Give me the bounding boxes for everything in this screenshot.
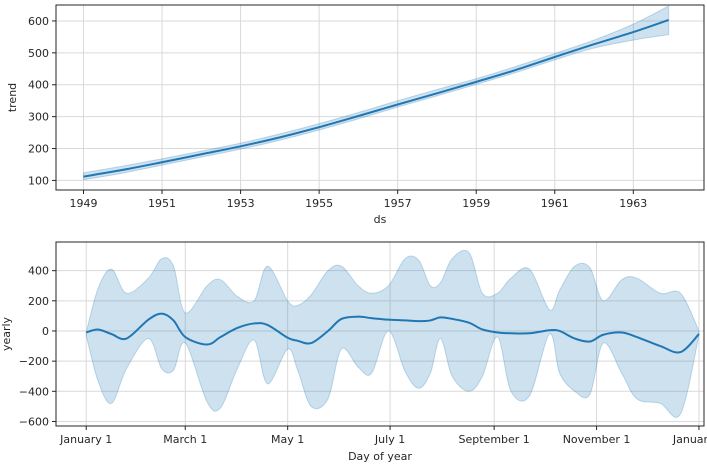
y-tick-label: −200	[19, 355, 49, 368]
y-tick-label: 400	[28, 79, 49, 92]
x-axis-label: ds	[374, 213, 387, 226]
x-tick-label: 1955	[305, 197, 333, 210]
plot-frame	[55, 4, 705, 191]
x-tick-label: May 1	[271, 433, 304, 446]
x-tick-label: 1957	[384, 197, 412, 210]
y-tick-label: −600	[19, 415, 49, 428]
x-axis-label: Day of year	[348, 450, 412, 463]
x-tick-label: 1959	[462, 197, 490, 210]
y-tick-label: 100	[28, 174, 49, 187]
trend-chart: 1949 1951 1953 1955 1957 1959 1961 1963 100 200 30…	[6, 4, 705, 226]
y-axis-label: yearly	[0, 316, 13, 351]
y-tick-label: 600	[28, 15, 49, 28]
x-tick-label: March 1	[163, 433, 207, 446]
y-axis-label: trend	[6, 83, 19, 112]
yearly-chart: January 1 March 1 May 1 July 1 September 1 No…	[0, 241, 707, 463]
plot-frame	[55, 241, 705, 427]
y-tick-label: 200	[28, 143, 49, 156]
x-tick-label: November 1	[563, 433, 631, 446]
x-tick-label: 1949	[69, 197, 97, 210]
y-tick-label: 400	[28, 265, 49, 278]
y-tick-label: −400	[19, 385, 49, 398]
x-tick-label: September 1	[459, 433, 530, 446]
x-tick-label: 1953	[227, 197, 255, 210]
y-tick-label: 0	[42, 325, 49, 338]
uncertainty-band	[82, 5, 670, 181]
x-tick-label: 1951	[148, 197, 176, 210]
uncertainty-band	[85, 249, 700, 418]
y-tick-label: 200	[28, 295, 49, 308]
y-tick-label: 300	[28, 111, 49, 124]
x-tick-label: 1961	[541, 197, 569, 210]
x-tick-label: January 1	[672, 433, 707, 446]
y-tick-label: 500	[28, 47, 49, 60]
x-tick-label: July 1	[374, 433, 405, 446]
series-line	[83, 19, 669, 178]
x-tick-label: January 1	[59, 433, 112, 446]
x-tick-label: 1963	[619, 197, 647, 210]
